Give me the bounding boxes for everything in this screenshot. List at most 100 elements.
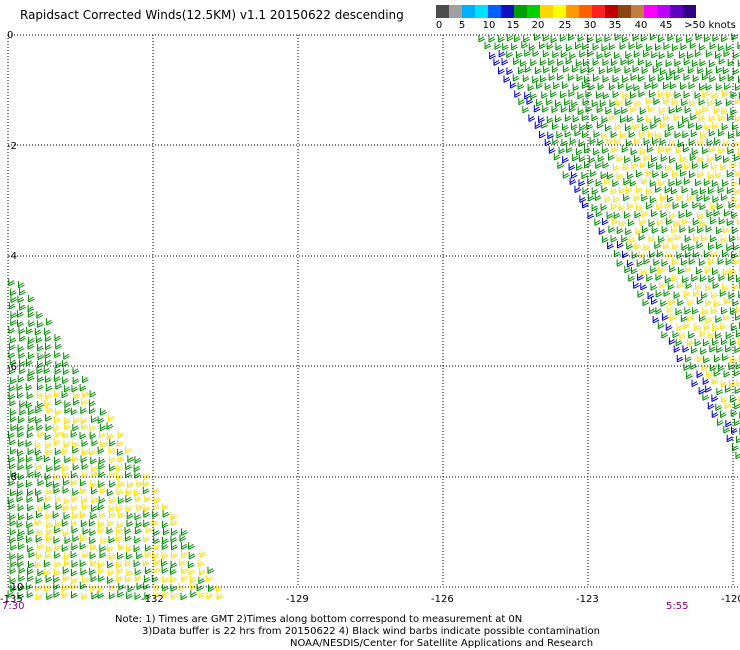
wind-barb	[707, 154, 714, 163]
wind-barb	[71, 576, 78, 584]
colorbar-swatch	[475, 5, 488, 18]
wind-barb	[628, 274, 635, 282]
wind-barb	[9, 566, 17, 575]
wind-barb	[37, 542, 44, 550]
wind-barb	[62, 470, 70, 479]
wind-barb	[730, 323, 738, 332]
wind-barb	[683, 73, 691, 81]
wind-barb	[617, 81, 625, 90]
wind-barb	[44, 375, 52, 383]
wind-barb	[694, 338, 702, 347]
wind-barb	[694, 91, 702, 99]
wind-barb	[79, 559, 87, 568]
colorbar-swatch	[605, 5, 618, 18]
wind-barb	[731, 33, 739, 41]
wind-barb	[108, 510, 116, 519]
wind-barb	[514, 34, 521, 43]
wind-barb	[706, 138, 714, 146]
wind-barb	[696, 370, 704, 379]
wind-barb	[91, 464, 98, 473]
wind-barb	[522, 105, 530, 114]
wind-barb	[681, 217, 689, 225]
wind-barb	[675, 307, 683, 316]
wind-barb	[17, 462, 25, 471]
wind-barb	[198, 590, 206, 599]
wind-barb	[612, 74, 620, 83]
wind-barb	[484, 41, 492, 50]
wind-barb	[54, 568, 61, 577]
wind-barb	[691, 274, 699, 282]
wind-barb	[98, 480, 105, 488]
wind-barb	[697, 66, 705, 75]
wind-barb	[17, 319, 24, 328]
wind-barb	[181, 566, 188, 574]
wind-barb	[62, 367, 70, 375]
wind-barb	[666, 217, 673, 226]
wind-barb	[689, 41, 697, 49]
wind-barb	[26, 326, 33, 335]
wind-barb	[725, 43, 733, 52]
wind-barb	[600, 131, 608, 140]
wind-barb	[696, 354, 704, 362]
wind-barb	[729, 267, 737, 276]
wind-barb	[543, 65, 550, 74]
wind-barb	[724, 401, 732, 409]
wind-barb	[90, 543, 97, 551]
lon-label: -126	[431, 594, 454, 605]
wind-barb	[683, 363, 691, 371]
wind-barb	[9, 512, 16, 521]
wind-barb	[651, 226, 659, 234]
wind-barb	[675, 178, 683, 186]
wind-barb	[668, 106, 676, 114]
wind-barb	[702, 393, 710, 401]
wind-barb	[578, 139, 586, 147]
wind-barb	[124, 575, 132, 583]
wind-barb	[661, 259, 669, 267]
wind-barb	[109, 463, 116, 472]
wind-barb	[721, 89, 729, 98]
wind-barb	[591, 203, 599, 212]
wind-barb	[44, 472, 52, 481]
wind-barb	[697, 170, 704, 178]
wind-barb	[501, 57, 509, 66]
wind-barb	[692, 201, 700, 209]
wind-barb	[81, 502, 89, 511]
wind-barb	[198, 576, 206, 585]
wind-barb	[90, 456, 98, 465]
wind-barb	[707, 402, 715, 410]
wind-barb	[64, 423, 71, 431]
wind-barb	[705, 83, 713, 91]
wind-barb	[134, 574, 142, 582]
colorbar-label: 0	[435, 20, 443, 31]
wind-barb	[89, 551, 97, 560]
wind-barb	[737, 59, 740, 67]
wind-barb	[546, 97, 553, 106]
wind-barb	[28, 407, 35, 416]
wind-barb	[37, 430, 45, 438]
wind-barb	[735, 329, 740, 338]
wind-barb	[181, 550, 188, 558]
wind-barb	[79, 542, 87, 550]
wind-barb	[614, 107, 622, 116]
wind-barb	[82, 550, 90, 559]
wind-barb	[732, 298, 740, 307]
wind-barb	[36, 528, 44, 537]
wind-barb	[73, 391, 80, 400]
wind-barb	[673, 73, 681, 81]
wind-barb	[45, 384, 53, 392]
wind-barb	[565, 57, 573, 65]
wind-barb	[715, 403, 722, 412]
wind-barb	[721, 395, 728, 403]
wind-barb	[717, 363, 725, 372]
wind-barb	[684, 234, 692, 243]
wind-barb	[581, 171, 589, 180]
wind-barb	[697, 155, 705, 163]
wind-barb	[593, 130, 601, 138]
wind-barb	[9, 535, 17, 544]
wind-barb	[8, 478, 16, 486]
wind-barb	[489, 51, 496, 60]
wind-barb	[622, 75, 629, 83]
wind-barb	[72, 488, 80, 496]
wind-barb	[616, 171, 624, 180]
